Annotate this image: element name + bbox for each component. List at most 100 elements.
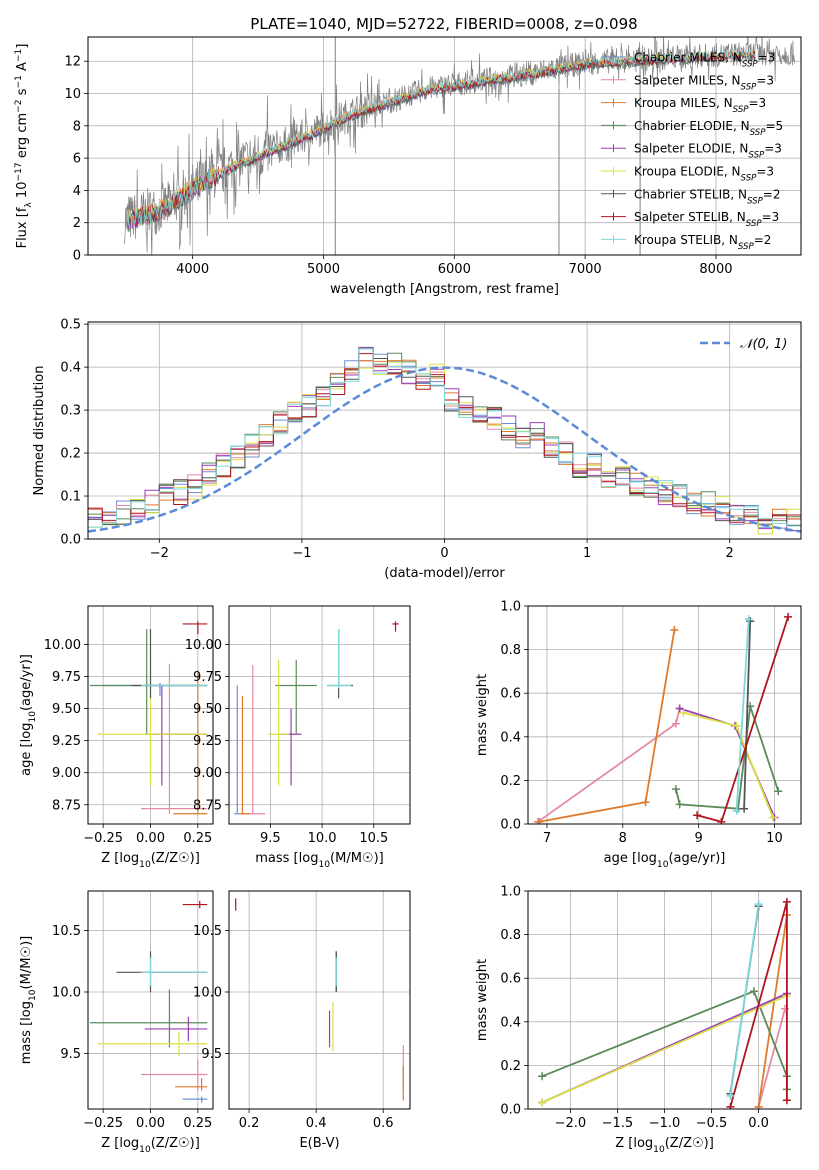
weight-marker xyxy=(744,615,753,624)
axes-frame xyxy=(87,605,214,825)
panel-age-vs-mass: 9.5 10.0 10.5 8.75 9.00 9.25 9.50 9.75 10.00 mass… xyxy=(185,605,411,870)
weight-line xyxy=(757,1008,786,1108)
weight-series-2 xyxy=(535,625,679,824)
y-tick-label: 0.8 xyxy=(500,643,521,658)
y-tick-label: 10.5 xyxy=(193,924,222,939)
legend-entry: Chabrier ELODIE, NSSP=5 xyxy=(634,119,783,138)
y-tick-label: 0.1 xyxy=(60,490,81,505)
error-point-8 xyxy=(327,629,352,689)
y-tick-label: 4 xyxy=(73,184,81,199)
x-tick-label: 0.25 xyxy=(183,831,212,846)
weight-line xyxy=(729,903,760,1097)
y-tick-label: 0.2 xyxy=(500,774,521,789)
y-tick-label: 9.5 xyxy=(201,1047,222,1062)
error-point-0 xyxy=(182,1096,208,1103)
y-axis-label: Flux [fλ 10−17 erg cm−2 s−1 A−1] xyxy=(14,44,34,249)
x-tick-label: 1 xyxy=(583,546,591,561)
weight-marker xyxy=(726,1102,735,1109)
x-tick-label: 0.2 xyxy=(239,1116,260,1131)
y-tick-label: 0.0 xyxy=(60,533,81,548)
weight-series-6 xyxy=(740,617,755,813)
legend-entry: Kroupa STELIB, NSSP=2 xyxy=(634,233,771,252)
weight-marker xyxy=(768,813,777,822)
gaussian-curve xyxy=(88,366,801,533)
y-tick-label: 0.8 xyxy=(500,928,521,943)
panel-residuals: −2 −1 0 1 2 0.0 0.1 0.2 0.3 0.4 0.5 (data-model)/er… xyxy=(32,318,802,581)
weight-marker xyxy=(675,800,684,809)
x-tick-label: 8 xyxy=(619,831,627,846)
weight-marker xyxy=(782,1096,791,1105)
panel-mass-vs-ebv: 0.2 0.4 0.6 9.5 10.0 10.5 E(B-V) xyxy=(193,890,411,1151)
weight-line xyxy=(539,629,676,823)
error-point-3 xyxy=(89,989,208,1048)
error-point-4 xyxy=(280,708,302,786)
y-tick-label: 12 xyxy=(64,55,81,70)
y-tick-label: 0.2 xyxy=(500,1059,521,1074)
weight-marker xyxy=(675,704,684,713)
weight-marker xyxy=(670,625,679,634)
x-tick-label: 9.5 xyxy=(260,831,281,846)
error-point-0 xyxy=(103,682,208,696)
y-tick-label: 10.0 xyxy=(52,985,81,1000)
x-tick-label: 9 xyxy=(694,831,702,846)
x-tick-label: 10.5 xyxy=(359,831,388,846)
weight-marker xyxy=(774,787,783,796)
y-tick-label: 10 xyxy=(64,87,81,102)
error-point-4 xyxy=(144,1016,208,1042)
x-axis-label: mass [log10(M/M☉)] xyxy=(255,851,383,870)
legend-entry: 𝒩(0, 1) xyxy=(740,337,787,352)
y-tick-label: 0.0 xyxy=(500,1103,521,1118)
x-tick-label: 0 xyxy=(440,546,448,561)
legend-entry: Kroupa ELODIE, NSSP=3 xyxy=(634,165,774,184)
panels: 4000 5000 6000 7000 8000024681012wavelength … xyxy=(14,36,802,1155)
x-tick-label: 0.4 xyxy=(306,1116,327,1131)
weight-marker xyxy=(671,719,680,728)
y-tick-label: 9.25 xyxy=(52,734,81,749)
x-tick-label: −0.5 xyxy=(696,1116,728,1131)
ticks: 9.5 10.0 10.5 8.75 9.00 9.25 9.50 9.75 10.00 xyxy=(185,638,388,846)
model-fit-line-0 xyxy=(126,58,641,233)
x-tick-label: 0.00 xyxy=(136,1116,165,1131)
ticks: −0.25 0.00 0.25 8.75 9.00 9.25 9.50 9.75 10.00 xyxy=(44,638,213,846)
weight-marker xyxy=(538,1072,547,1081)
weight-marker xyxy=(754,1102,763,1109)
model-fit-line-8 xyxy=(126,49,756,226)
error-point-1 xyxy=(141,1059,208,1091)
weight-series-7 xyxy=(726,897,791,1109)
plot-area xyxy=(124,37,795,255)
weight-marker xyxy=(535,817,544,824)
weight-marker xyxy=(732,721,741,730)
ticks: −2 −1 0 1 2 0.0 0.1 0.2 0.3 0.4 0.5 xyxy=(60,318,734,561)
weight-line xyxy=(743,621,752,809)
y-tick-label: 0 xyxy=(73,249,81,264)
y-tick-label: 0.3 xyxy=(60,404,81,419)
weight-marker xyxy=(782,897,791,906)
y-tick-label: 6 xyxy=(73,152,81,167)
error-point-7 xyxy=(392,621,399,632)
y-tick-label: 2 xyxy=(73,216,81,231)
y-tick-label: 0.4 xyxy=(500,730,521,745)
error-point-7 xyxy=(182,900,208,909)
weight-marker xyxy=(740,804,749,813)
plot-area xyxy=(89,900,208,1103)
x-axis-label: Z [log10(Z/Z☉)] xyxy=(101,1136,200,1155)
plot-area xyxy=(538,897,791,1109)
error-point-5 xyxy=(97,659,208,786)
weight-series-8 xyxy=(732,615,753,815)
error-point-0 xyxy=(234,685,240,815)
legend-entry: Kroupa MILES, NSSP=3 xyxy=(634,96,766,115)
y-tick-label: 0.4 xyxy=(60,361,81,376)
y-tick-label: 8 xyxy=(73,119,81,134)
y-axis-label: mass [log10(M/M☉)] xyxy=(19,936,38,1064)
y-tick-label: 1.0 xyxy=(500,600,521,615)
y-tick-label: 8.75 xyxy=(52,798,81,813)
plot-area xyxy=(235,898,404,1101)
x-tick-label: 6000 xyxy=(438,262,471,277)
y-tick-label: 8.75 xyxy=(193,798,222,813)
x-tick-label: 10.0 xyxy=(308,831,337,846)
y-tick-label: 0.4 xyxy=(500,1015,521,1030)
plot-area xyxy=(234,621,399,815)
weight-marker xyxy=(732,806,741,815)
x-tick-label: 0.0 xyxy=(748,1116,769,1131)
weight-marker xyxy=(726,1091,735,1100)
